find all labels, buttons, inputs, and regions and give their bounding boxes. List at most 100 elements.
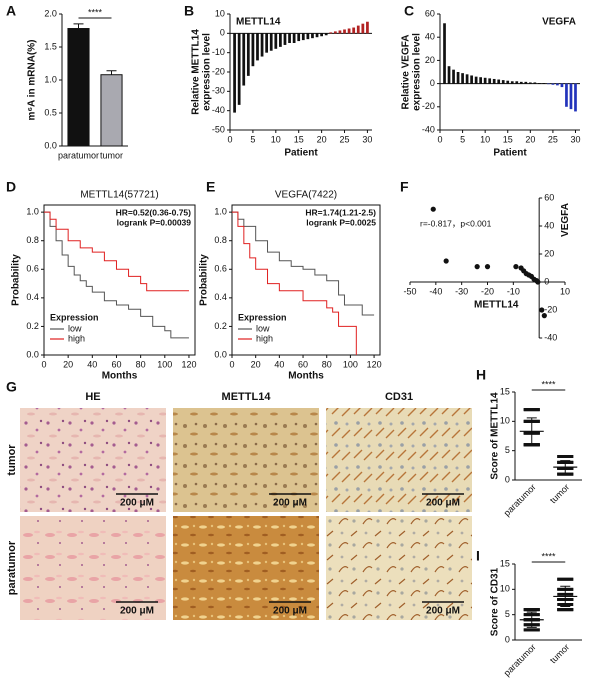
y-tick-label: -40 xyxy=(422,124,435,134)
bar xyxy=(542,83,546,84)
bar xyxy=(233,33,236,113)
bar xyxy=(470,75,473,84)
y-tick-label: -40 xyxy=(544,332,557,342)
y-tick-label: -20 xyxy=(544,304,557,314)
scale-label: 200 μM xyxy=(273,606,307,617)
y-tick-label: 0.6 xyxy=(26,264,39,274)
y-axis-label: expression level xyxy=(202,33,213,111)
y-tick-label: 1.0 xyxy=(44,74,57,84)
survival-curve xyxy=(232,211,375,316)
x-tick-label: 15 xyxy=(503,134,513,144)
bar xyxy=(497,79,501,84)
y-tick-label: -20 xyxy=(212,66,225,76)
y-tick-label: 0 xyxy=(544,276,549,286)
bar xyxy=(269,33,273,51)
sd-bar xyxy=(560,585,571,608)
bar xyxy=(510,81,514,84)
point xyxy=(484,264,491,270)
bar xyxy=(479,77,482,84)
bar xyxy=(283,33,287,45)
point xyxy=(443,258,449,264)
x-tick-label: 60 xyxy=(298,359,308,369)
x-tick-label: -30 xyxy=(455,286,468,296)
annotation: r=-0.817，p<0.001 xyxy=(420,218,492,228)
x-tick-label: paratumor xyxy=(58,150,99,160)
y-tick-label: -30 xyxy=(212,86,225,96)
x-tick-label: paratumor xyxy=(502,642,538,678)
x-tick-label: -40 xyxy=(429,286,442,296)
bar xyxy=(452,69,455,84)
bar xyxy=(488,78,492,84)
column-header: CD31 xyxy=(385,391,413,403)
x-axis-label: Patient xyxy=(493,148,527,159)
x-tick-label: tumor xyxy=(548,482,571,505)
sd-bar xyxy=(560,460,571,475)
y-tick-label: 0.8 xyxy=(26,235,39,245)
bar xyxy=(461,73,464,84)
bar xyxy=(274,33,278,49)
x-tick-label: 5 xyxy=(250,134,255,144)
sd-bar xyxy=(526,611,537,628)
significance-label: **** xyxy=(541,551,556,561)
legend-label: low xyxy=(68,323,82,333)
y-axis-label: Probability xyxy=(199,254,210,306)
annotation: logrank P=0.0025 xyxy=(306,217,376,227)
y-tick-label: 0.0 xyxy=(44,140,57,150)
micrograph xyxy=(326,408,472,512)
plot-frame xyxy=(231,204,381,356)
annotation: logrank P=0.00039 xyxy=(117,217,192,227)
bar xyxy=(311,33,314,39)
y-tick-label: 0 xyxy=(430,78,435,88)
point xyxy=(535,279,541,285)
x-tick-label: 10 xyxy=(560,286,570,296)
y-axis-label: Probability xyxy=(11,254,22,306)
panel-label: F xyxy=(400,179,409,195)
bar xyxy=(260,33,264,57)
x-tick-label: 20 xyxy=(525,134,535,144)
x-tick-label: 30 xyxy=(362,134,372,144)
bar xyxy=(251,33,255,67)
series-label: METTL14 xyxy=(236,17,281,28)
bar xyxy=(324,33,328,36)
y-tick-label: 0.8 xyxy=(214,235,227,245)
x-axis-label: Months xyxy=(288,371,324,382)
bar xyxy=(443,23,446,84)
panel-label: H xyxy=(476,367,486,383)
bar xyxy=(506,80,510,84)
bar xyxy=(306,33,310,40)
y-axis-label: Relative VEGFA xyxy=(401,34,412,109)
y-tick-label: 0 xyxy=(505,474,510,484)
legend-title: Expression xyxy=(238,312,287,322)
panel-label: A xyxy=(6,3,16,19)
y-axis-label: m⁶A in mRNA(%) xyxy=(27,40,38,121)
scale-label: 200 μM xyxy=(426,606,460,617)
point xyxy=(474,264,480,270)
x-tick-label: tumor xyxy=(100,150,123,160)
bar xyxy=(100,74,123,147)
row-label: tumor xyxy=(6,444,18,476)
significance-label: **** xyxy=(541,379,556,389)
x-tick-label: 40 xyxy=(274,359,284,369)
micrograph xyxy=(173,516,319,620)
bar xyxy=(329,32,333,34)
panel-label: C xyxy=(404,3,414,19)
bar xyxy=(361,23,365,34)
x-tick-label: 20 xyxy=(63,359,73,369)
bar xyxy=(465,74,469,84)
bar xyxy=(352,27,356,34)
x-tick-label: -50 xyxy=(403,286,416,296)
micrograph xyxy=(20,516,166,620)
y-tick-label: 5 xyxy=(505,445,510,455)
survival-curve xyxy=(232,211,357,355)
bar xyxy=(242,33,246,86)
x-tick-label: paratumor xyxy=(502,482,538,518)
scale-label: 200 μM xyxy=(426,498,460,509)
y-tick-label: 0.0 xyxy=(214,349,227,359)
x-tick-label: 40 xyxy=(87,359,97,369)
scale-label: 200 μM xyxy=(273,498,307,509)
bar xyxy=(246,33,250,76)
y-axis-label: Score of METTL14 xyxy=(490,392,501,480)
x-tick-label: 100 xyxy=(157,359,172,369)
x-tick-label: 25 xyxy=(548,134,558,144)
y-tick-label: 0.4 xyxy=(26,292,39,302)
